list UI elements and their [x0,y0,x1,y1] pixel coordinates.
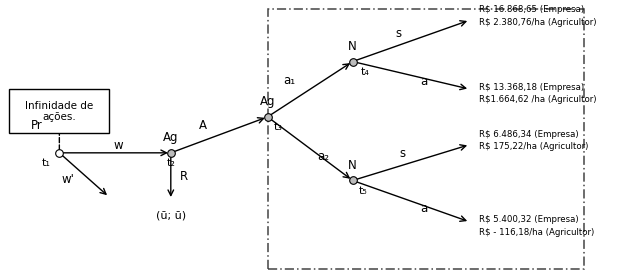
Text: Infinidade de
ações.: Infinidade de ações. [25,101,94,122]
Bar [268,9,584,269]
Text: a: a [421,202,428,215]
Text: R$ 5.400,32 (Empresa)
R$ - 116,18/ha (Agricultor): R$ 5.400,32 (Empresa) R$ - 116,18/ha (Ag… [479,215,594,237]
Text: t₃: t₃ [274,122,283,132]
Text: a₂: a₂ [317,150,329,163]
Text: R: R [180,170,188,183]
Text: w': w' [62,173,74,187]
Text: s: s [399,147,405,160]
Text: Pr: Pr [31,119,43,132]
FancyBboxPatch shape [9,89,109,133]
Text: t₅: t₅ [359,186,368,196]
Text: a₁: a₁ [284,75,296,87]
Text: R$ 16.868,65 (Empresa)
R$ 2.380,76/ha (Agricultor): R$ 16.868,65 (Empresa) R$ 2.380,76/ha (A… [479,5,596,27]
Text: N: N [348,159,357,172]
Text: s: s [395,27,402,39]
Text: t₄: t₄ [361,67,370,77]
Text: a: a [421,75,428,88]
Text: N: N [348,40,357,53]
Text: R$ 13.368,18 (Empresa)
R$1.664,62 /ha (Agricultor): R$ 13.368,18 (Empresa) R$1.664,62 /ha (A… [479,83,596,104]
Text: Ag: Ag [163,131,178,144]
Text: A: A [199,120,207,133]
Text: R$ 6.486,34 (Empresa)
R$ 175,22/ha (Agricultor): R$ 6.486,34 (Empresa) R$ 175,22/ha (Agri… [479,130,588,151]
Text: (ū; ū): (ū; ū) [155,210,186,220]
Text: t₂: t₂ [167,158,175,168]
Text: w: w [113,139,123,152]
Text: Ag: Ag [260,95,275,108]
Text: t₁: t₁ [42,158,51,168]
